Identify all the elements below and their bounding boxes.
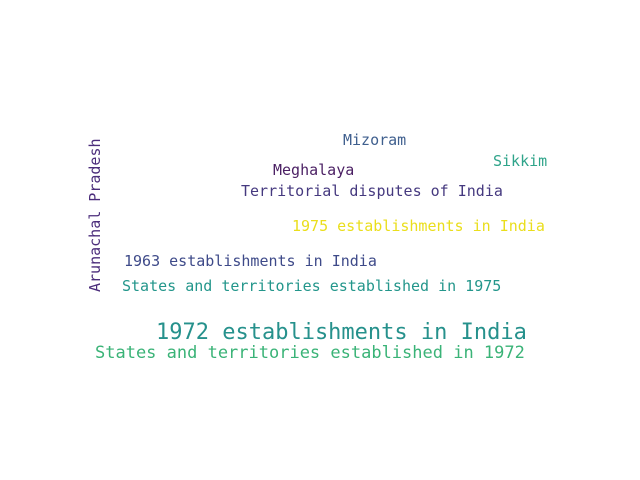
- word-sikkim: Sikkim: [493, 152, 548, 170]
- word-states-territories-1975: States and territories established in 19…: [122, 277, 502, 295]
- word-meghalaya: Meghalaya: [273, 161, 355, 179]
- word-mizoram: Mizoram: [343, 131, 407, 149]
- word-1975-establishments: 1975 establishments in India: [292, 217, 545, 235]
- word-arunachal-pradesh: Arunachal Pradesh: [86, 138, 104, 292]
- word-1972-establishments: 1972 establishments in India: [156, 320, 527, 345]
- word-1963-establishments: 1963 establishments in India: [124, 252, 377, 270]
- word-states-territories-1972: States and territories established in 19…: [95, 343, 525, 363]
- word-territorial-disputes: Territorial disputes of India: [241, 182, 503, 200]
